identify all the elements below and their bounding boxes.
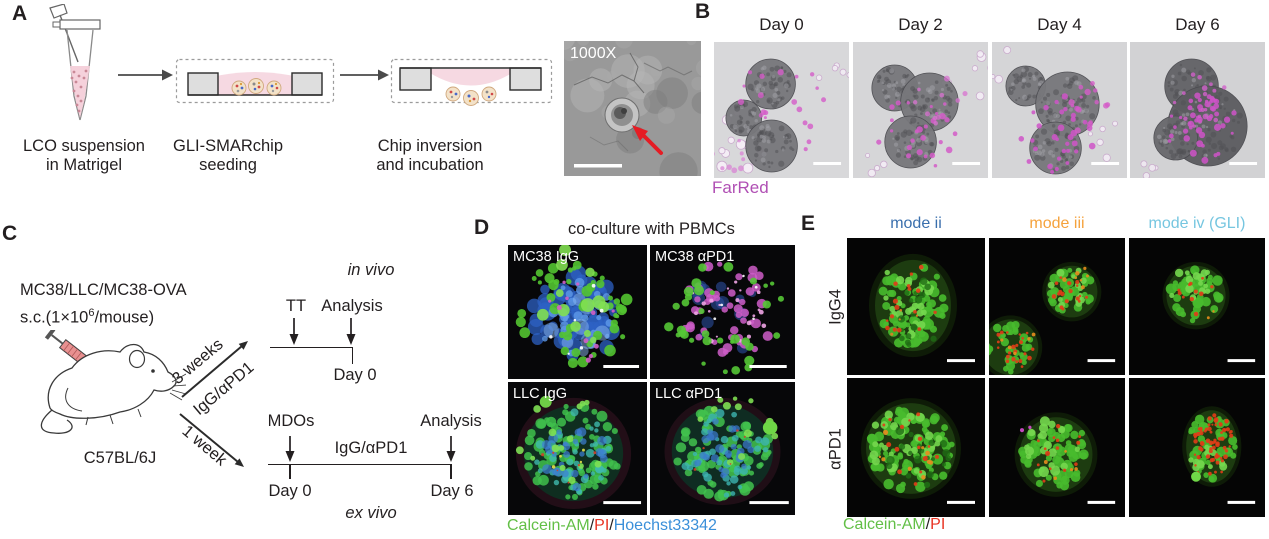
down-arrow-icon bbox=[446, 436, 456, 462]
tile-label: LLC αPD1 bbox=[655, 386, 723, 402]
tile-label: MC38 αPD1 bbox=[655, 249, 735, 265]
micrograph-mc38-apd1 bbox=[650, 245, 795, 379]
legend-hoechst: Hoechst33342 bbox=[613, 517, 717, 534]
timeline-tick bbox=[450, 464, 452, 479]
column-header-mode-iv: mode iv (GLI) bbox=[1148, 215, 1246, 232]
micrograph-apd1-mode-ii bbox=[847, 378, 985, 517]
analysis-label: Analysis bbox=[420, 412, 482, 430]
workflow-arrow-icon bbox=[118, 69, 173, 81]
exvivo-day6-label: Day 6 bbox=[430, 482, 474, 500]
exvivo-timeline bbox=[268, 463, 452, 466]
legend-pi: PI bbox=[930, 516, 946, 533]
invivo-context-label: in vivo bbox=[347, 261, 395, 279]
organoid-cluster-icon bbox=[445, 86, 497, 106]
micrograph-day0 bbox=[714, 42, 849, 178]
panel-a-label: A bbox=[12, 2, 28, 25]
scale-bar bbox=[1087, 500, 1116, 504]
mouse-strain-label: C57BL/6J bbox=[83, 449, 157, 467]
micrograph-igg4-mode-iv bbox=[1129, 238, 1265, 375]
legend-separator: / bbox=[609, 517, 614, 534]
column-header-mode-iii: mode iii bbox=[1029, 215, 1085, 232]
panel-e-label: E bbox=[801, 212, 816, 235]
scale-bar bbox=[574, 164, 622, 168]
scale-bar bbox=[947, 500, 975, 504]
legend-separator: / bbox=[925, 516, 931, 533]
tube-pipette-icon bbox=[49, 4, 101, 121]
micrograph-llc-igg bbox=[508, 382, 647, 515]
workflow-arrow-icon bbox=[340, 69, 389, 81]
sem-micrograph bbox=[564, 41, 701, 176]
panel-c-label: C bbox=[2, 222, 18, 245]
micrograph-day4 bbox=[992, 42, 1127, 178]
micrograph-apd1-mode-iii bbox=[989, 378, 1125, 517]
scale-bar bbox=[603, 501, 642, 505]
micrograph-igg4-mode-ii bbox=[847, 238, 985, 375]
scale-bar bbox=[1087, 359, 1116, 363]
step-caption: LCO suspension in Matrigel bbox=[23, 137, 145, 174]
micrograph-mc38-igg bbox=[508, 245, 647, 379]
down-arrow-icon bbox=[289, 318, 299, 345]
scale-bar bbox=[813, 162, 842, 165]
tile-label: MC38 IgG bbox=[513, 249, 580, 265]
tumor-cells-label: MC38/LLC/MC38-OVA bbox=[20, 281, 187, 299]
down-arrow-icon bbox=[285, 436, 295, 462]
step-caption: Chip inversion and incubation bbox=[376, 137, 484, 174]
down-arrow-icon bbox=[346, 318, 356, 345]
scale-bar bbox=[1229, 162, 1258, 165]
scale-bar bbox=[1227, 500, 1256, 504]
tile-label: LLC IgG bbox=[513, 386, 567, 402]
scale-bar bbox=[749, 501, 789, 505]
timeline-tick bbox=[351, 347, 354, 364]
stain-label: FarRed bbox=[712, 178, 769, 197]
micrograph-day2 bbox=[853, 42, 988, 178]
panel-d-label: D bbox=[474, 216, 490, 239]
micrograph-apd1-mode-iv bbox=[1129, 378, 1265, 517]
scale-bar bbox=[749, 365, 787, 368]
step-caption: GLI-SMARchip seeding bbox=[172, 137, 284, 174]
panel-d-title: co-culture with PBMCs bbox=[568, 220, 735, 238]
mouse-icon bbox=[40, 330, 186, 434]
legend-separator: / bbox=[589, 517, 595, 534]
timeline-tick bbox=[289, 464, 291, 479]
scale-bar bbox=[1227, 359, 1256, 363]
stain-legend: Calcein-AM/PI/Hoechst33342 bbox=[507, 517, 717, 535]
exvivo-day0-label: Day 0 bbox=[268, 482, 312, 500]
micrograph-day6 bbox=[1130, 42, 1265, 178]
mdos-label: MDOs bbox=[267, 412, 315, 430]
scale-bar bbox=[1091, 162, 1120, 165]
branch-arrows-icon bbox=[179, 341, 248, 467]
stain-legend: Calcein-AM/PI bbox=[843, 516, 945, 534]
invivo-day0-label: Day 0 bbox=[333, 366, 377, 384]
analysis-label: Analysis bbox=[321, 297, 383, 315]
row-label-apd1: αPD1 bbox=[826, 428, 845, 470]
chip-inversion-diagram bbox=[390, 58, 553, 106]
panel-b-label: B bbox=[695, 0, 711, 23]
scale-bar bbox=[603, 365, 640, 368]
legend-calcein: Calcein-AM bbox=[843, 516, 926, 533]
day-label: Day 6 bbox=[1175, 15, 1220, 34]
scale-bar bbox=[952, 162, 981, 165]
magnification-label: 1000X bbox=[570, 45, 617, 62]
legend-calcein: Calcein-AM bbox=[507, 517, 590, 534]
scale-bar bbox=[947, 359, 975, 363]
column-header-mode-ii: mode ii bbox=[890, 215, 942, 232]
organoid-cluster-icon bbox=[231, 78, 282, 96]
invivo-timeline bbox=[270, 346, 353, 349]
day-label: Day 2 bbox=[898, 15, 943, 34]
tt-label: TT bbox=[285, 297, 307, 315]
day-label: Day 4 bbox=[1037, 15, 1082, 34]
treatment-label: IgG/αPD1 bbox=[334, 439, 408, 457]
day-label: Day 0 bbox=[759, 15, 804, 34]
injection-label: s.c.(1×106/mouse) bbox=[20, 307, 155, 327]
row-label-igg4: IgG4 bbox=[826, 289, 845, 325]
legend-pi: PI bbox=[594, 517, 610, 534]
chip-seeding-diagram bbox=[175, 58, 335, 104]
exvivo-context-label: ex vivo bbox=[345, 504, 397, 522]
micrograph-llc-apd1 bbox=[650, 382, 795, 515]
micrograph-igg4-mode-iii bbox=[989, 238, 1125, 375]
